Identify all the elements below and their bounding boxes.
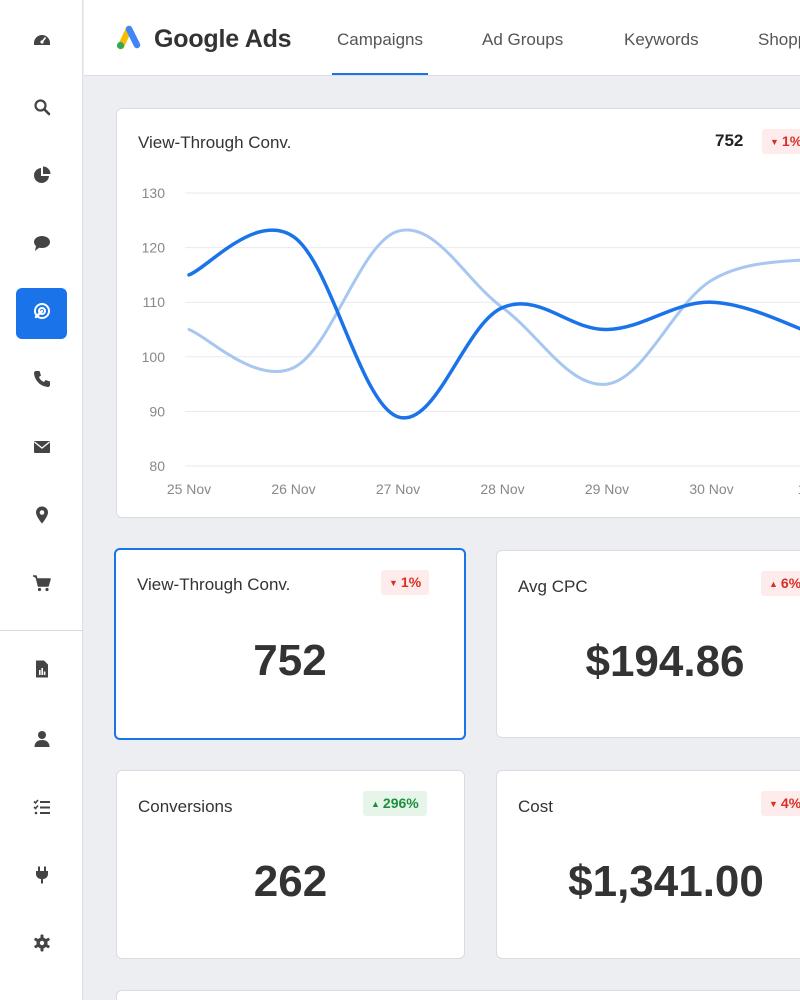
stat-value: $194.86 [585,637,745,686]
caret-up-icon: ▲ [769,579,778,589]
y-tick-label: 110 [143,294,166,310]
nav-users[interactable] [16,716,67,767]
chat-icon [32,233,52,258]
tab-shopping[interactable]: Shopping [758,30,800,49]
phone-icon [32,369,52,394]
stat-change-text: 1% [400,574,422,590]
stat-card-view-through-conv[interactable]: View-Through Conv. ▼ 1% 752 [114,548,466,740]
nav-messages[interactable] [16,220,67,271]
nav-settings[interactable] [16,920,67,971]
stat-card-conversions[interactable]: Conversions ▲ 296% 262 [116,770,465,959]
location-pin-icon [32,505,52,530]
caret-down-icon: ▼ [769,799,778,809]
nav-google-ads[interactable] [16,288,67,339]
stat-change-badge: ▼ 1% [381,570,430,595]
y-tick-label: 120 [142,240,166,256]
x-tick-label: 25 Nov [167,481,211,497]
brand-name: Google Ads [154,25,292,53]
stat-change-badge: ▼ 4% [761,791,800,816]
series-line-primary [187,228,800,420]
nav-mail[interactable] [16,424,67,475]
caret-up-icon: ▲ [371,799,380,809]
stat-card-cost[interactable]: Cost ▼ 4% $1,341.00 [496,770,800,959]
sidebar-divider [0,630,83,631]
stat-value: $1,341.00 [568,857,764,906]
google-ads-icon [32,301,52,326]
y-tick-label: 80 [149,458,165,474]
caret-down-icon: ▼ [770,137,779,147]
chart-card: View-Through Conv. 752 ▼1% 130 120 110 100 9… [116,108,800,518]
x-tick-label: 27 Nov [376,481,420,497]
stat-label: View-Through Conv. [137,575,291,594]
stat-change-text: 4% [780,795,800,811]
nav-integrations[interactable] [16,852,67,903]
stat-change-badge: ▲ 296% [363,791,427,816]
series-line-secondary [187,228,800,386]
chart-change-text: 1% [781,133,800,149]
tab-campaigns[interactable]: Campaigns [332,0,428,75]
brand: Google Ads [114,24,292,55]
stat-value: 752 [253,636,327,685]
x-tick-label: 26 Nov [271,481,315,497]
mail-icon [32,437,52,462]
y-tick-label: 130 [142,185,166,201]
x-tick-label: 28 Nov [480,481,524,497]
checklist-icon [32,797,52,822]
nav-calls[interactable] [16,356,67,407]
caret-down-icon: ▼ [389,578,398,588]
tab-ad-groups[interactable]: Ad Groups [482,30,564,49]
google-ads-logo-icon [114,24,144,55]
sidebar [0,0,83,1000]
stat-label: Conversions [138,797,233,816]
top-bar: Google Ads Campaigns Ad Groups Keywords … [84,0,800,76]
stat-change-text: 6% [780,575,800,591]
nav-dashboard[interactable] [16,16,67,67]
plug-icon [32,865,52,890]
nav-search[interactable] [16,84,67,135]
dashboard-icon [32,29,52,54]
nav-reports[interactable] [16,152,67,203]
report-icon [32,659,52,684]
user-icon [32,729,52,754]
nav-locations[interactable] [16,492,67,543]
x-tick-label: 29 Nov [585,481,629,497]
nav-tasks[interactable] [16,784,67,835]
tab-keywords[interactable]: Keywords [624,30,699,49]
settings-gear-icon [32,933,52,958]
stat-change-badge: ▲ 6% [761,571,800,596]
y-tick-label: 90 [149,403,165,419]
stat-card-avg-cpc[interactable]: Avg CPC ▲ 6% $194.86 [496,550,800,738]
stat-change-text: 296% [382,795,419,811]
nav-report-doc[interactable] [16,646,67,697]
stat-value: 262 [253,857,328,906]
x-tick-label: 1 Dec [798,481,800,497]
y-tick-label: 100 [142,349,166,365]
search-icon [32,97,52,122]
next-card [116,990,800,1000]
stat-label: Avg CPC [518,577,588,596]
pie-chart-icon [32,165,52,190]
shopping-cart-icon [32,573,52,598]
x-tick-label: 30 Nov [689,481,733,497]
chart-title: View-Through Conv. [138,133,292,152]
chart-value: 752 [715,131,744,150]
stat-label: Cost [518,797,553,816]
chart-change-badge: ▼1% [762,129,800,154]
nav-shopping[interactable] [16,560,67,611]
